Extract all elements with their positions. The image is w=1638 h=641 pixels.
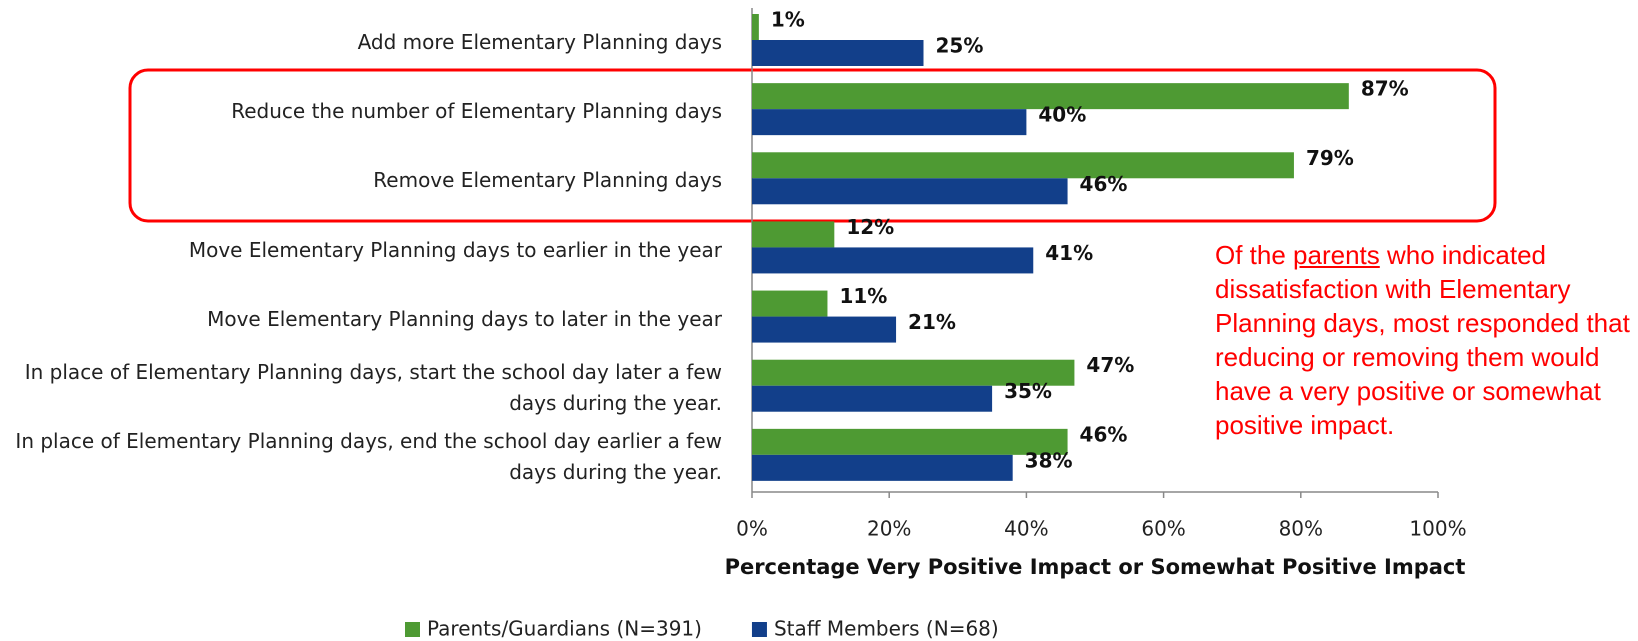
data-label: 46% [1080, 422, 1128, 446]
x-tick-label: 20% [867, 517, 911, 541]
legend-swatch [751, 622, 767, 637]
data-label: 21% [908, 310, 956, 334]
bar [752, 221, 835, 248]
bar [752, 40, 924, 66]
data-label: 1% [771, 8, 805, 32]
bar [752, 14, 759, 40]
x-tick-label: 100% [1409, 517, 1466, 541]
data-label: 41% [1045, 241, 1093, 265]
y-tick-label: Reduce the number of Elementary Planning… [231, 99, 722, 124]
annotation-text: parents [1293, 240, 1380, 270]
data-label: 11% [839, 284, 887, 308]
data-label: 79% [1306, 146, 1354, 170]
annotation: Of the parents who indicated dissatisfac… [1215, 238, 1635, 442]
bar [752, 178, 1068, 205]
bar [752, 359, 1075, 386]
legend-swatch [405, 622, 420, 637]
bar [752, 290, 828, 317]
bar [752, 109, 1027, 136]
bar [752, 385, 993, 412]
x-axis-title: Percentage Very Positive Impact or Somew… [725, 555, 1466, 579]
data-label: 40% [1038, 103, 1086, 127]
x-tick-label: 60% [1141, 517, 1185, 541]
x-tick-label: 40% [1004, 517, 1048, 541]
data-label: 38% [1025, 448, 1073, 472]
data-label: 87% [1361, 77, 1409, 101]
data-label: 46% [1080, 172, 1128, 196]
bar [752, 316, 897, 343]
legend-label: Parents/Guardians (N=391) [427, 617, 702, 641]
bar [752, 83, 1349, 110]
bar [752, 454, 1013, 481]
data-label: 12% [846, 215, 894, 239]
y-tick-label: In place of Elementary Planning days, en… [15, 429, 722, 485]
bar [752, 152, 1294, 179]
x-tick-label: 80% [1279, 517, 1323, 541]
y-tick-label: In place of Elementary Planning days, st… [24, 360, 722, 416]
data-label: 35% [1004, 379, 1052, 403]
annotation-text: Of the [1215, 240, 1294, 270]
bar [752, 428, 1068, 455]
y-tick-label: Add more Elementary Planning days [357, 30, 722, 55]
data-label: 25% [936, 34, 984, 58]
y-tick-label: Move Elementary Planning days to earlier… [188, 237, 722, 262]
annotation-text: who indicated dissatisfaction with Eleme… [1215, 240, 1630, 440]
y-tick-label: Move Elementary Planning days to later i… [207, 306, 722, 331]
legend-label: Staff Members (N=68) [774, 617, 999, 641]
highlight-box [128, 68, 1497, 223]
y-tick-label: Remove Elementary Planning days [373, 168, 722, 193]
data-label: 47% [1086, 353, 1134, 377]
x-tick-label: 0% [736, 517, 768, 541]
bar [752, 247, 1034, 274]
